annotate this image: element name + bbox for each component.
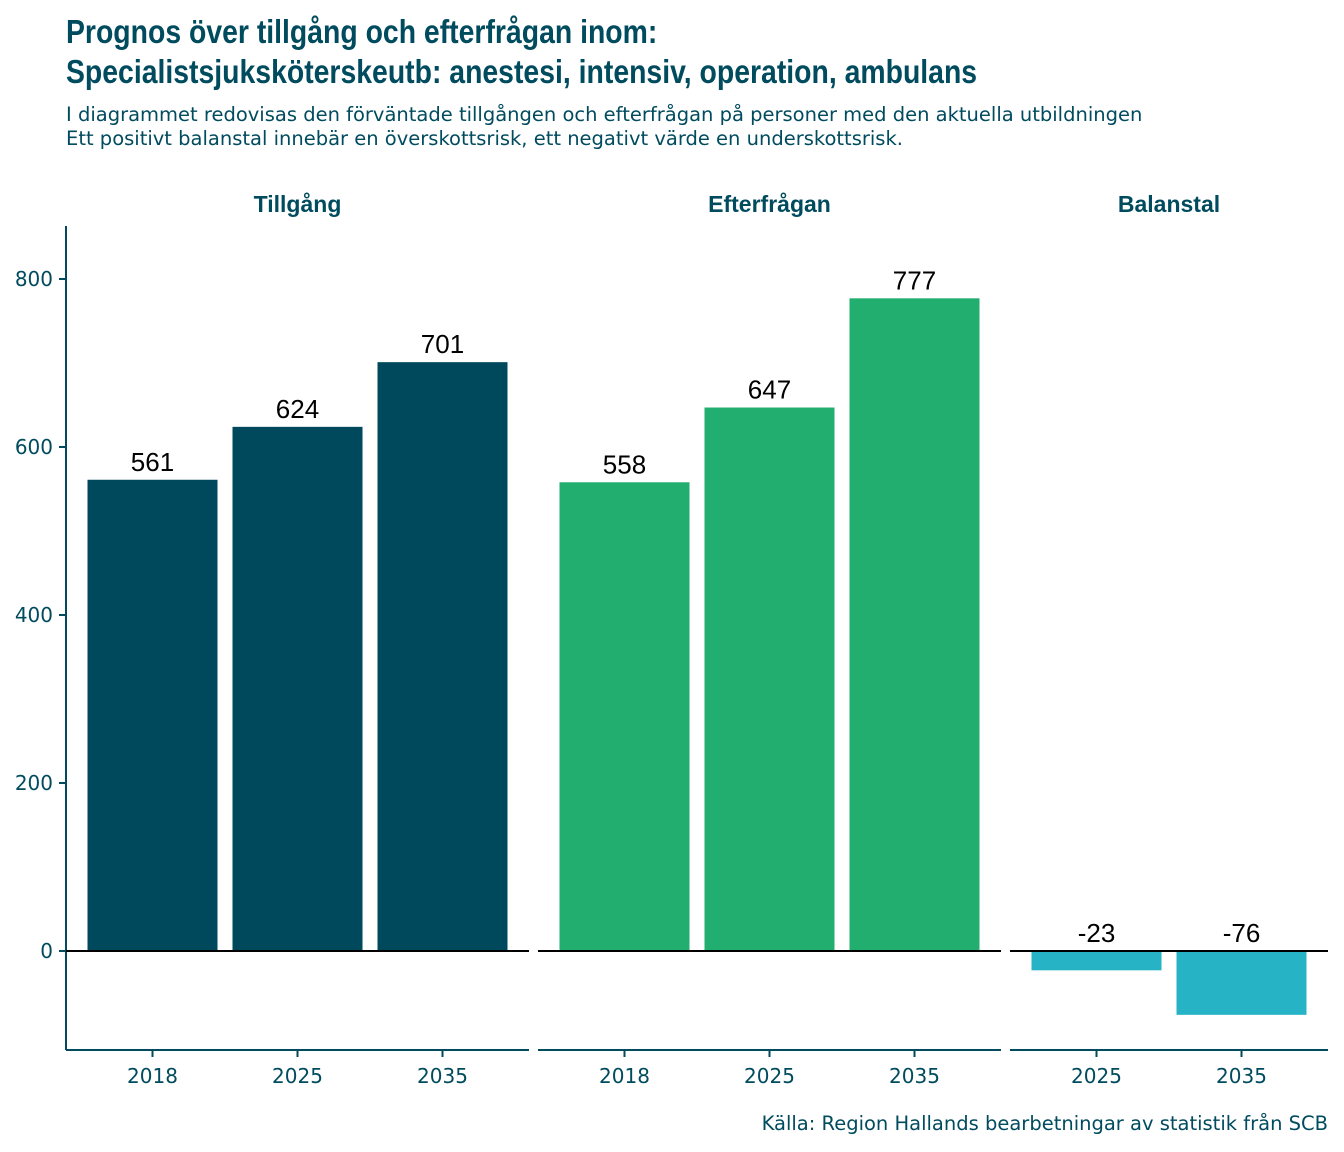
title-line-1: Prognos över tillgång och efterfrågan in…: [66, 13, 658, 50]
chart-title: Prognos över tillgång och efterfrågan in…: [66, 12, 1150, 92]
bar: [849, 298, 980, 951]
data-label: 647: [748, 375, 791, 405]
bar: [232, 426, 363, 952]
title-line-2: Specialistsjuksköterskeutb: anestesi, in…: [66, 53, 978, 90]
x-tick-label: 2025: [1071, 1064, 1122, 1088]
data-label: 777: [893, 265, 936, 295]
y-tick-label: 600: [15, 435, 53, 459]
bar: [1031, 951, 1162, 971]
x-tick-label: 2035: [417, 1064, 468, 1088]
bar: [704, 407, 835, 951]
data-label: 701: [421, 329, 464, 359]
x-tick-label: 2018: [127, 1064, 178, 1088]
x-tick-label: 2025: [744, 1064, 795, 1088]
x-tick-label: 2035: [889, 1064, 940, 1088]
data-label: -76: [1223, 918, 1261, 948]
data-label: 558: [603, 449, 646, 479]
data-label: 624: [276, 394, 319, 424]
facet-title: Tillgång: [254, 191, 342, 217]
bar: [87, 479, 218, 951]
data-label: -23: [1078, 918, 1116, 948]
y-tick-label: 200: [15, 771, 53, 795]
bar: [559, 482, 690, 951]
y-tick-label: 800: [15, 267, 53, 291]
source-caption: Källa: Region Hallands bearbetningar av …: [761, 1112, 1328, 1135]
bar: [1176, 951, 1307, 1015]
y-tick-label: 400: [15, 603, 53, 627]
data-label: 561: [131, 447, 174, 477]
x-tick-label: 2035: [1216, 1064, 1267, 1088]
chart-subtitle: I diagrammet redovisas den förväntade ti…: [66, 103, 1336, 151]
facet-title: Balanstal: [1118, 191, 1220, 217]
x-tick-label: 2025: [272, 1064, 323, 1088]
facet-title: Efterfrågan: [708, 191, 831, 217]
bar: [377, 362, 508, 951]
subtitle-line-1: I diagrammet redovisas den förväntade ti…: [66, 103, 1143, 126]
y-tick-label: 0: [40, 939, 53, 963]
x-tick-label: 2018: [599, 1064, 650, 1088]
subtitle-line-2: Ett positivt balanstal innebär en översk…: [66, 127, 903, 150]
